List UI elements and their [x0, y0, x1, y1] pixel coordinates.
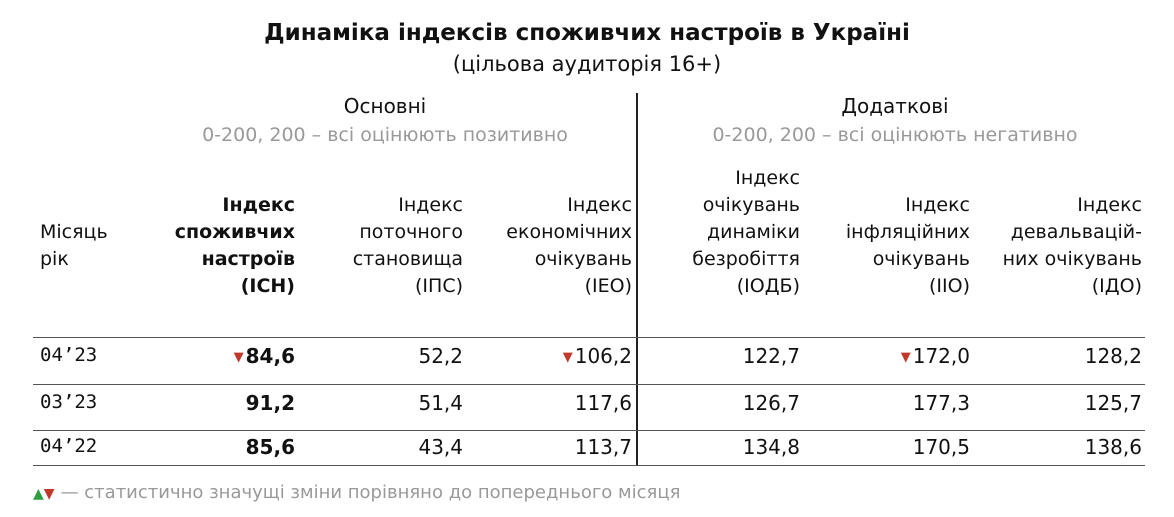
- divider: [636, 93, 638, 465]
- up-icon: ▲: [33, 486, 44, 502]
- header-line: Місяць: [40, 221, 108, 243]
- value: 122,7: [743, 344, 800, 368]
- header-line: очікувань: [702, 194, 800, 216]
- month: 03’23: [40, 391, 98, 413]
- value-text: 125,7: [1084, 391, 1142, 415]
- column-header: Індекс очікувань динаміки безробіття (ІОДБ): [692, 165, 800, 300]
- value-text: 134,8: [742, 435, 800, 459]
- header-line: інфляційних: [845, 221, 970, 243]
- value: 43,4: [418, 435, 463, 459]
- value-text: 43,4: [418, 435, 463, 459]
- group-note: 0-200, 200 – всі оцінюють негативно: [712, 124, 1078, 146]
- value: 52,2: [418, 344, 463, 368]
- legend-text: — статистично значущі зміни порівняно до…: [60, 482, 681, 503]
- header-line: Індекс: [222, 194, 295, 216]
- rule: [33, 337, 1145, 338]
- value-text: 126,7: [742, 391, 800, 415]
- header-line: (ІІО): [929, 275, 970, 297]
- value-text: 128,2: [1084, 344, 1142, 368]
- value: ▼ 84,6: [234, 344, 295, 368]
- value-text: 122,7: [742, 344, 800, 368]
- header-line: Індекс: [398, 194, 463, 216]
- header-line: них очікувань: [1002, 248, 1142, 270]
- value: 113,7: [575, 435, 632, 459]
- value-text: 172,0: [912, 344, 970, 368]
- value: 138,6: [1085, 435, 1142, 459]
- header-line: Індекс: [1077, 194, 1142, 216]
- value: 51,4: [418, 391, 463, 415]
- value-text: 91,2: [245, 391, 295, 415]
- value: ▼ 172,0: [901, 344, 970, 368]
- header-line: (ІОДБ): [736, 275, 800, 297]
- value-text: 52,2: [418, 344, 463, 368]
- group-label: Основні: [343, 94, 427, 118]
- column-header: Індекс економічних очікувань (ІЕО): [506, 192, 632, 300]
- column-header: Індекс інфляційних очікувань (ІІО): [846, 192, 970, 300]
- value-text: 85,6: [245, 435, 295, 459]
- header-line: рік: [40, 248, 69, 270]
- rule: [33, 465, 1145, 466]
- column-header: Індекс девальвацій-них очікувань (ІДО): [1003, 192, 1142, 300]
- value: 125,7: [1085, 391, 1142, 415]
- value-text: 84,6: [245, 344, 295, 368]
- value: 126,7: [743, 391, 800, 415]
- header-line: безробіття: [692, 248, 800, 270]
- rule: [33, 384, 1145, 385]
- month: 04’23: [40, 344, 98, 366]
- value-text: 170,5: [912, 435, 970, 459]
- value-text: 51,4: [418, 391, 463, 415]
- title: Динаміка індексів споживчих настроїв в У…: [264, 20, 910, 46]
- header-line: споживчих: [174, 221, 295, 243]
- subtitle: (цільова аудиторія 16+): [452, 52, 722, 76]
- value: ▼ 106,2: [563, 344, 632, 368]
- header-line: динаміки: [707, 221, 800, 243]
- group-note: 0-200, 200 – всі оцінюють позитивно: [202, 124, 568, 146]
- legend: ▲▼ — статистично значущі зміни порівняно …: [33, 482, 680, 503]
- down-icon: ▼: [233, 350, 244, 365]
- column-header: Індекс поточного становища (ІПС): [353, 192, 463, 300]
- down-icon: ▼: [43, 486, 55, 502]
- value: 117,6: [575, 391, 632, 415]
- header-line: Індекс: [567, 194, 632, 216]
- header-line: очікувань: [534, 248, 632, 270]
- value-text: 106,2: [574, 344, 632, 368]
- value-text: 117,6: [574, 391, 632, 415]
- header-line: (ІСН): [240, 275, 295, 297]
- value: 91,2: [246, 391, 295, 415]
- down-icon: ▼: [900, 350, 911, 365]
- rule: [33, 430, 1145, 431]
- value-text: 138,6: [1084, 435, 1142, 459]
- value-text: 177,3: [912, 391, 970, 415]
- header-line: настроїв: [201, 248, 295, 270]
- header-line: Індекс: [905, 194, 970, 216]
- header-line: поточного: [359, 221, 463, 243]
- value: 85,6: [246, 435, 295, 459]
- header-line: становища: [352, 248, 463, 270]
- header-line: Індекс: [735, 167, 800, 189]
- month: 04’22: [40, 435, 98, 457]
- header-line: очікувань: [872, 248, 970, 270]
- group-label: Додаткові: [841, 94, 949, 118]
- header-line: економічних: [506, 221, 632, 243]
- header-line: (ІПС): [415, 275, 463, 297]
- value: 177,3: [913, 391, 970, 415]
- column-header: Індекс споживчих настроїв (ІСН): [175, 192, 295, 300]
- value: 134,8: [743, 435, 800, 459]
- value-text: 113,7: [574, 435, 632, 459]
- column-header: Місяць рік: [40, 219, 108, 273]
- value: 128,2: [1085, 344, 1142, 368]
- down-icon: ▼: [562, 350, 573, 365]
- header-line: (ІЕО): [584, 275, 632, 297]
- header-line: (ІДО): [1091, 275, 1142, 297]
- value: 170,5: [913, 435, 970, 459]
- header-line: девальвацій-: [1010, 221, 1142, 243]
